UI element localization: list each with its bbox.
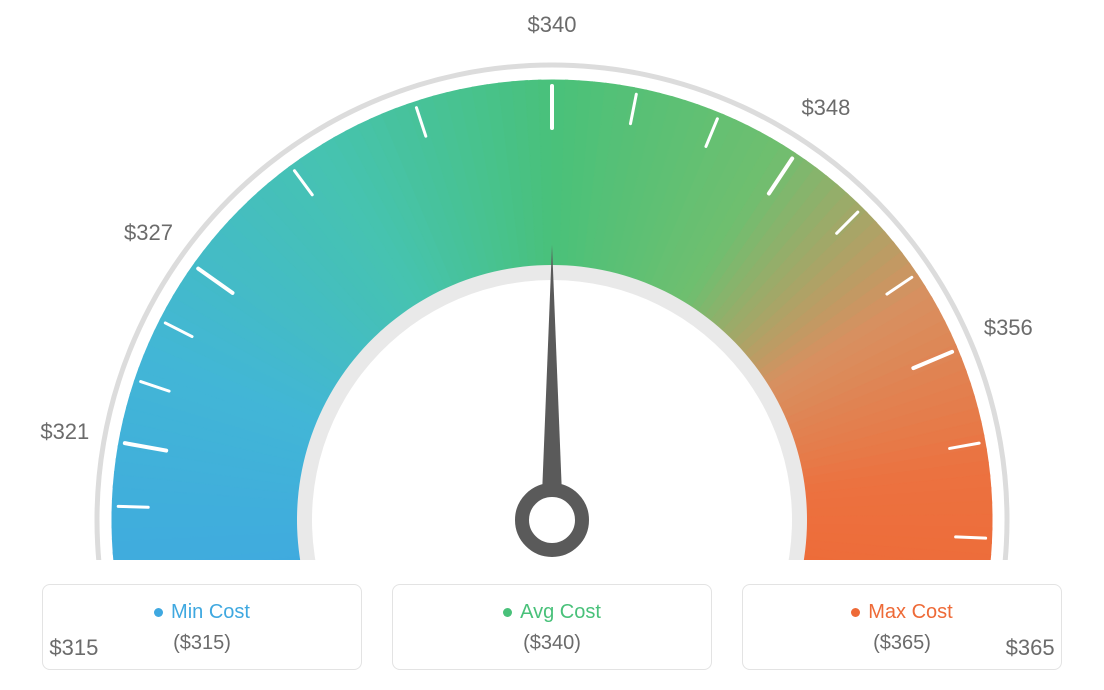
gauge-tick-label: $340: [528, 12, 577, 38]
gauge-tick-label: $356: [984, 315, 1033, 341]
legend-card-max: Max Cost ($365): [742, 584, 1062, 670]
legend-row: Min Cost ($315) Avg Cost ($340) Max Cost…: [0, 584, 1104, 670]
legend-title-max: Max Cost: [851, 601, 952, 624]
gauge-container: $315$321$327$340$348$356$365: [0, 0, 1104, 560]
legend-title-min: Min Cost: [154, 601, 250, 624]
legend-label: Avg Cost: [520, 601, 601, 624]
legend-value: ($365): [753, 632, 1051, 655]
legend-label: Max Cost: [868, 601, 952, 624]
gauge-svg: [0, 0, 1104, 560]
legend-label: Min Cost: [171, 601, 250, 624]
dot-icon: [851, 608, 860, 617]
gauge-tick-label: $321: [40, 419, 89, 445]
legend-title-avg: Avg Cost: [503, 601, 601, 624]
gauge-tick-label: $348: [801, 95, 850, 121]
legend-card-avg: Avg Cost ($340): [392, 584, 712, 670]
dot-icon: [154, 608, 163, 617]
legend-value: ($315): [53, 632, 351, 655]
legend-value: ($340): [403, 632, 701, 655]
dot-icon: [503, 608, 512, 617]
gauge-tick-label: $327: [124, 220, 173, 246]
legend-card-min: Min Cost ($315): [42, 584, 362, 670]
